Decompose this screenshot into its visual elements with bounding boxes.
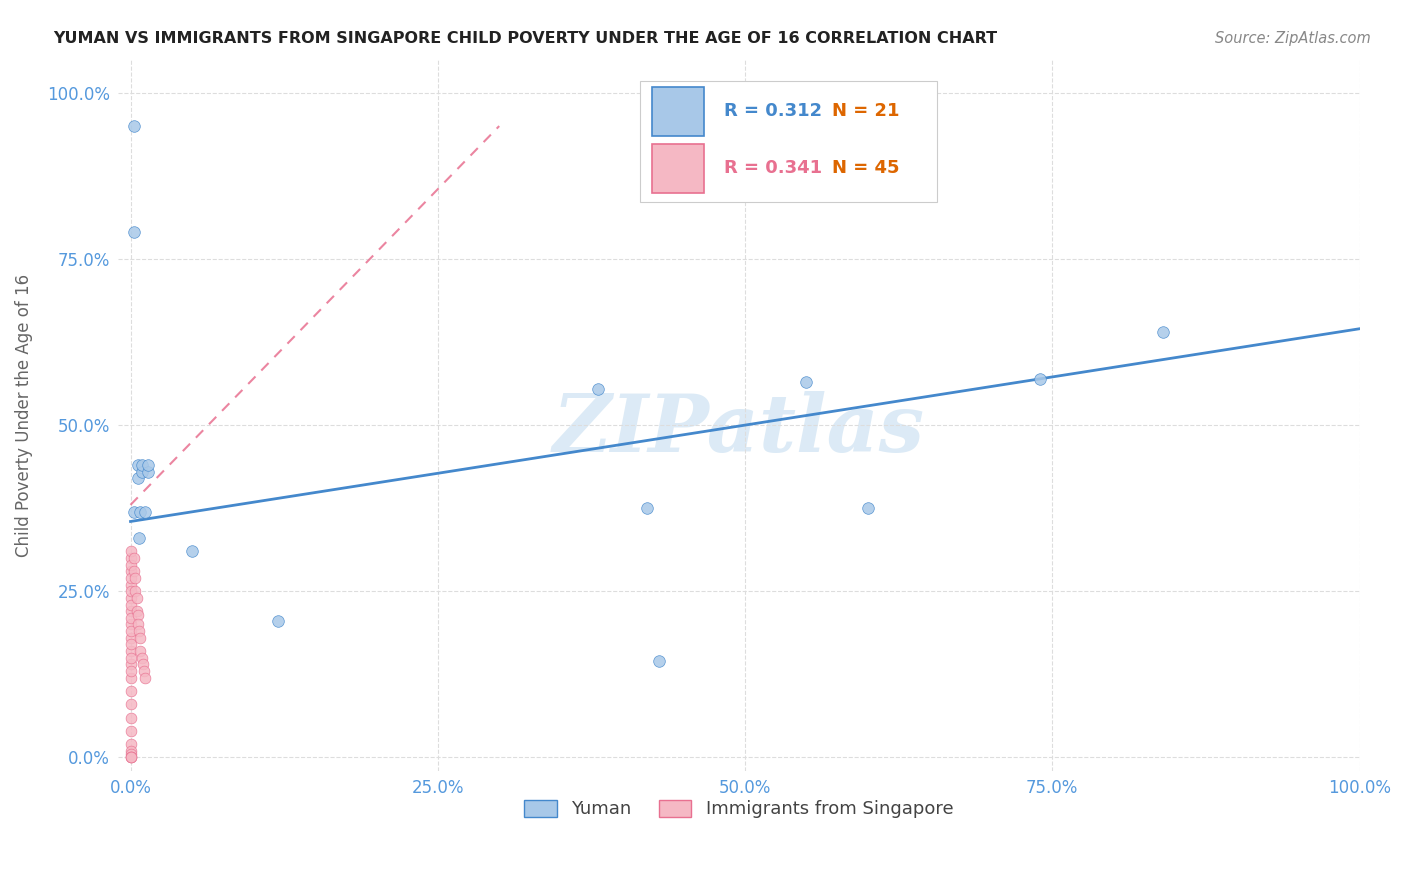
Point bbox=[636, 501, 658, 516]
Point bbox=[131, 650, 153, 665]
Point bbox=[120, 644, 142, 658]
Point bbox=[120, 671, 142, 685]
Point bbox=[132, 664, 155, 678]
Point bbox=[122, 119, 145, 133]
Legend: Yuman, Immigrants from Singapore: Yuman, Immigrants from Singapore bbox=[517, 792, 960, 826]
Point bbox=[136, 458, 159, 472]
Point bbox=[120, 710, 142, 724]
Point bbox=[856, 501, 879, 516]
Point bbox=[125, 591, 148, 605]
Point bbox=[124, 584, 146, 599]
Point bbox=[127, 471, 149, 485]
Point bbox=[120, 750, 142, 764]
Point bbox=[127, 607, 149, 622]
Point bbox=[129, 631, 152, 645]
Point bbox=[648, 654, 671, 668]
Point bbox=[136, 465, 159, 479]
Point bbox=[120, 564, 142, 578]
Point bbox=[120, 684, 142, 698]
Point bbox=[120, 611, 142, 625]
FancyBboxPatch shape bbox=[640, 81, 938, 202]
Point bbox=[120, 631, 142, 645]
Point bbox=[120, 664, 142, 678]
Point bbox=[127, 458, 149, 472]
Point bbox=[128, 624, 150, 639]
Point bbox=[134, 671, 156, 685]
Point bbox=[122, 226, 145, 240]
Text: Source: ZipAtlas.com: Source: ZipAtlas.com bbox=[1215, 31, 1371, 46]
Point bbox=[120, 551, 142, 566]
Point bbox=[120, 544, 142, 558]
Point bbox=[129, 504, 152, 518]
Point bbox=[120, 698, 142, 712]
Point bbox=[122, 504, 145, 518]
FancyBboxPatch shape bbox=[652, 144, 704, 193]
Point bbox=[181, 544, 204, 558]
Point bbox=[124, 571, 146, 585]
Point bbox=[120, 747, 142, 761]
Point bbox=[796, 375, 818, 389]
Text: N = 45: N = 45 bbox=[832, 159, 900, 177]
Point bbox=[122, 551, 145, 566]
Point bbox=[120, 750, 142, 764]
Point bbox=[122, 564, 145, 578]
Text: R = 0.341: R = 0.341 bbox=[724, 159, 823, 177]
Point bbox=[131, 465, 153, 479]
Point bbox=[120, 577, 142, 591]
Point bbox=[120, 637, 142, 651]
Point bbox=[120, 624, 142, 639]
Point bbox=[131, 458, 153, 472]
Point bbox=[127, 617, 149, 632]
Point bbox=[120, 657, 142, 672]
Y-axis label: Child Poverty Under the Age of 16: Child Poverty Under the Age of 16 bbox=[15, 274, 32, 557]
Text: R = 0.312: R = 0.312 bbox=[724, 103, 823, 120]
Point bbox=[120, 723, 142, 738]
Point bbox=[120, 591, 142, 605]
Text: N = 21: N = 21 bbox=[832, 103, 900, 120]
Point bbox=[128, 531, 150, 545]
Point bbox=[125, 604, 148, 618]
Point bbox=[129, 644, 152, 658]
Point bbox=[132, 657, 155, 672]
Point bbox=[120, 571, 142, 585]
Point bbox=[267, 614, 290, 628]
Point bbox=[120, 737, 142, 751]
Point bbox=[1029, 371, 1052, 385]
Point bbox=[120, 604, 142, 618]
Point bbox=[134, 504, 156, 518]
Point bbox=[586, 382, 609, 396]
Point bbox=[120, 598, 142, 612]
Point bbox=[120, 584, 142, 599]
Text: YUMAN VS IMMIGRANTS FROM SINGAPORE CHILD POVERTY UNDER THE AGE OF 16 CORRELATION: YUMAN VS IMMIGRANTS FROM SINGAPORE CHILD… bbox=[53, 31, 997, 46]
Point bbox=[120, 617, 142, 632]
Point bbox=[1152, 325, 1174, 339]
Text: ZIPatlas: ZIPatlas bbox=[553, 391, 925, 468]
FancyBboxPatch shape bbox=[652, 87, 704, 136]
Point bbox=[120, 558, 142, 572]
Point bbox=[120, 744, 142, 758]
Point bbox=[120, 750, 142, 764]
Point bbox=[120, 650, 142, 665]
